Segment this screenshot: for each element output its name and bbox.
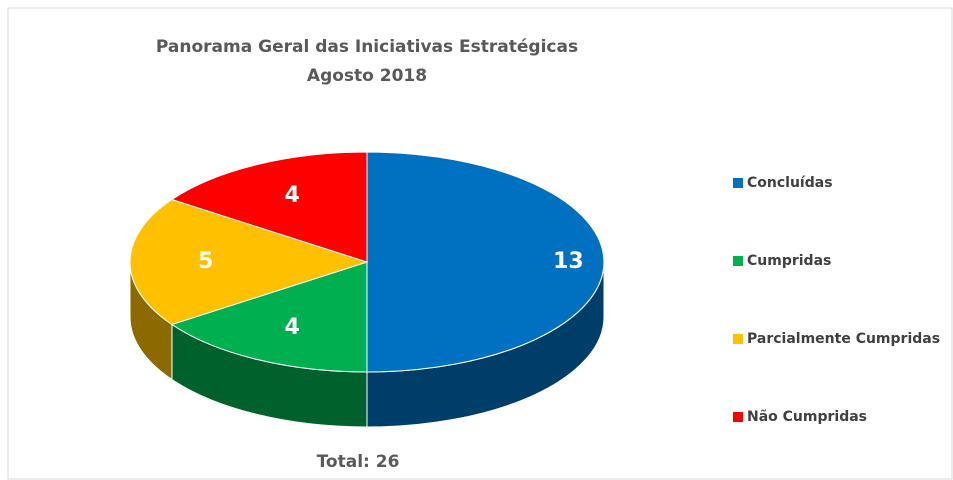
pie-slice [170,261,368,373]
pie-slice [170,151,368,263]
data-label: 5 [198,249,213,274]
pie-slice [129,198,369,326]
data-label: 4 [284,315,299,340]
legend-label: Parcialmente Cumpridas [747,331,940,347]
chart-title: Panorama Geral das Iniciativas Estratégi… [156,37,578,57]
legend-swatch [733,256,743,266]
legend-swatch [733,334,743,344]
data-label: 4 [284,183,299,208]
legend-label: Não Cumpridas [747,409,867,425]
annotation: Total: 26 [317,452,400,472]
legend-label: Concluídas [747,175,833,191]
chart-subtitle: Agosto 2018 [307,66,427,86]
data-label: 13 [553,249,584,274]
legend-label: Cumpridas [747,253,831,269]
pie-slice [366,151,605,373]
legend-swatch [733,178,743,188]
legend-swatch [733,412,743,422]
